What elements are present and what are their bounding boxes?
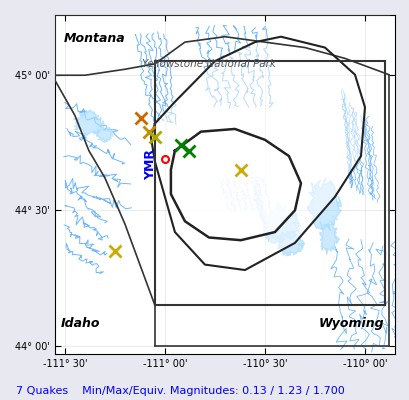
Text: Montana: Montana xyxy=(64,32,126,45)
Polygon shape xyxy=(275,231,304,256)
Polygon shape xyxy=(263,201,300,243)
Polygon shape xyxy=(73,110,103,137)
Polygon shape xyxy=(319,224,339,254)
Text: Idaho: Idaho xyxy=(61,317,100,330)
Text: Wyoming: Wyoming xyxy=(317,317,383,330)
Polygon shape xyxy=(307,178,340,231)
Bar xyxy=(155,61,384,305)
Polygon shape xyxy=(151,37,364,270)
Text: YMR: YMR xyxy=(144,150,157,180)
Polygon shape xyxy=(171,129,300,240)
Text: 7 Quakes    Min/Max/Equiv. Magnitudes: 0.13 / 1.23 / 1.700: 7 Quakes Min/Max/Equiv. Magnitudes: 0.13… xyxy=(16,386,344,396)
Text: Yellowstone National Park: Yellowstone National Park xyxy=(142,58,275,68)
Polygon shape xyxy=(96,126,112,142)
